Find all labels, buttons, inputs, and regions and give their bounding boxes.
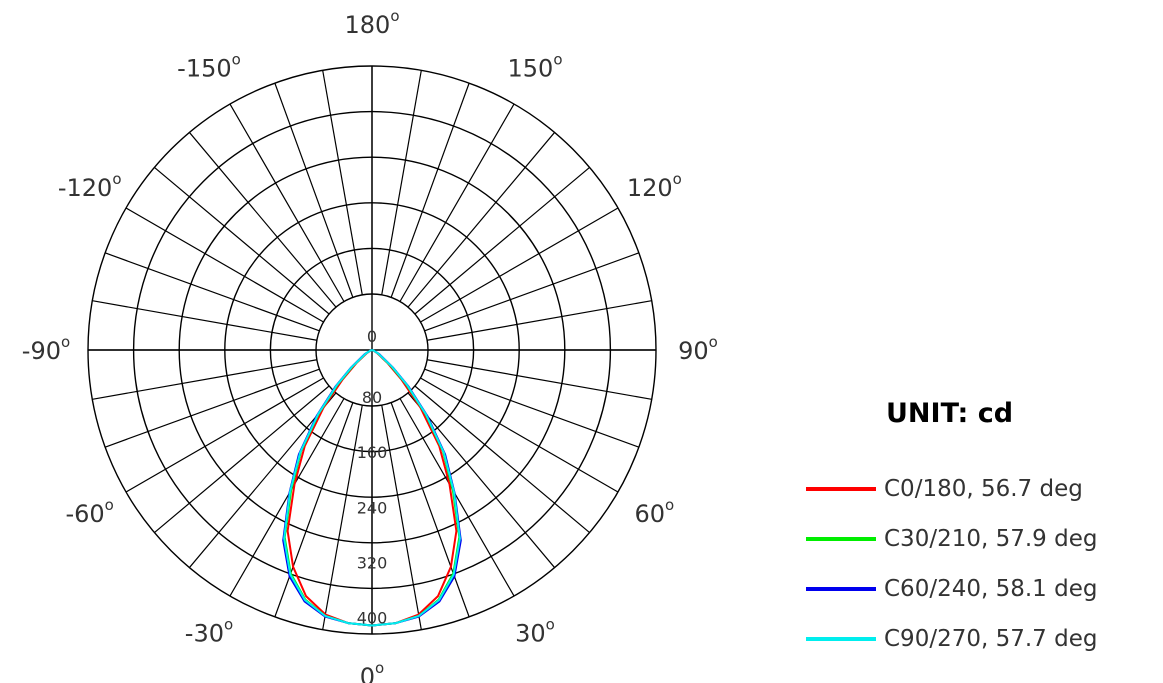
grid-spoke bbox=[414, 385, 590, 534]
grid-spoke bbox=[407, 392, 556, 568]
grid-spoke bbox=[104, 252, 320, 332]
grid-spoke bbox=[414, 166, 590, 315]
angle-label: -60o bbox=[65, 496, 113, 528]
radial-tick-label: 320 bbox=[357, 553, 388, 572]
legend-label: C0/180, 56.7 deg bbox=[884, 476, 1083, 502]
grid-spoke bbox=[381, 405, 422, 630]
grid-spoke bbox=[322, 70, 363, 295]
angle-label: 150o bbox=[508, 51, 563, 83]
angle-label: -30o bbox=[185, 615, 233, 647]
radial-tick-label: 240 bbox=[357, 498, 388, 517]
angle-label: -150o bbox=[177, 51, 241, 83]
grid-spoke bbox=[424, 368, 640, 448]
legend-item: C0/180, 56.7 deg bbox=[806, 472, 1083, 506]
legend: UNIT: cd C0/180, 56.7 deg C30/210, 57.9 d… bbox=[806, 395, 1163, 652]
radial-tick-label: 400 bbox=[357, 608, 388, 627]
grid-spoke bbox=[390, 402, 470, 618]
grid-spoke bbox=[125, 377, 324, 493]
grid-spoke bbox=[399, 103, 515, 302]
legend-swatch bbox=[806, 587, 876, 591]
radial-tick-label: 160 bbox=[357, 443, 388, 462]
polar-chart: 0 80 160 240 320 400 180o 150o 120o 90o 60o 30o 0o -… bbox=[22, 7, 718, 683]
grid-spoke bbox=[427, 300, 652, 341]
grid-spoke bbox=[229, 103, 345, 302]
grid-spoke bbox=[154, 385, 330, 534]
grid-spoke bbox=[92, 300, 317, 341]
angle-label: 0o bbox=[360, 659, 384, 683]
grid-spoke bbox=[92, 359, 317, 400]
grid-spoke bbox=[188, 132, 337, 308]
grid-spoke bbox=[274, 82, 354, 298]
unit-title: UNIT: cd bbox=[886, 398, 1014, 429]
legend-item: C90/270, 57.7 deg bbox=[806, 622, 1097, 656]
grid-spoke bbox=[399, 398, 515, 597]
grid-spoke bbox=[390, 82, 470, 298]
grid-spoke bbox=[154, 166, 330, 315]
polar-grid bbox=[87, 65, 657, 635]
angle-label: 30o bbox=[515, 615, 555, 647]
grid-spoke bbox=[420, 377, 619, 493]
angle-label: -90o bbox=[22, 333, 70, 365]
grid-spoke bbox=[427, 359, 652, 400]
legend-label: C90/270, 57.7 deg bbox=[884, 626, 1098, 652]
angle-labels: 180o 150o 120o 90o 60o 30o 0o -30o -60o -90o -120o… bbox=[22, 7, 718, 683]
grid-spoke bbox=[125, 207, 324, 323]
grid-spoke bbox=[104, 368, 320, 448]
legend-swatch bbox=[806, 537, 876, 541]
angle-label: -120o bbox=[58, 170, 122, 202]
angle-label: 180o bbox=[345, 7, 400, 39]
legend-item: C60/240, 58.1 deg bbox=[806, 572, 1097, 606]
grid-spoke bbox=[407, 132, 556, 308]
intensity-curves bbox=[282, 349, 462, 627]
grid-spoke bbox=[424, 252, 640, 332]
radial-tick-label: 80 bbox=[362, 388, 382, 407]
radial-tick-label: 0 bbox=[367, 327, 377, 346]
grid-spoke bbox=[381, 70, 422, 295]
grid-spoke bbox=[420, 207, 619, 323]
angle-label: 60o bbox=[634, 496, 674, 528]
angle-label: 90o bbox=[678, 333, 718, 365]
grid-spoke bbox=[274, 402, 354, 618]
legend-label: C30/210, 57.9 deg bbox=[884, 526, 1098, 552]
legend-item: C30/210, 57.9 deg bbox=[806, 522, 1097, 556]
legend-label: C60/240, 58.1 deg bbox=[884, 576, 1098, 602]
angle-label: 120o bbox=[627, 170, 682, 202]
grid-spoke bbox=[188, 392, 337, 568]
radial-tick-labels: 0 80 160 240 320 400 bbox=[357, 327, 388, 627]
legend-swatch bbox=[806, 637, 876, 641]
grid-spoke bbox=[322, 405, 363, 630]
grid-spoke bbox=[229, 398, 345, 597]
series-curve-3 bbox=[283, 349, 461, 627]
legend-swatch bbox=[806, 487, 876, 491]
